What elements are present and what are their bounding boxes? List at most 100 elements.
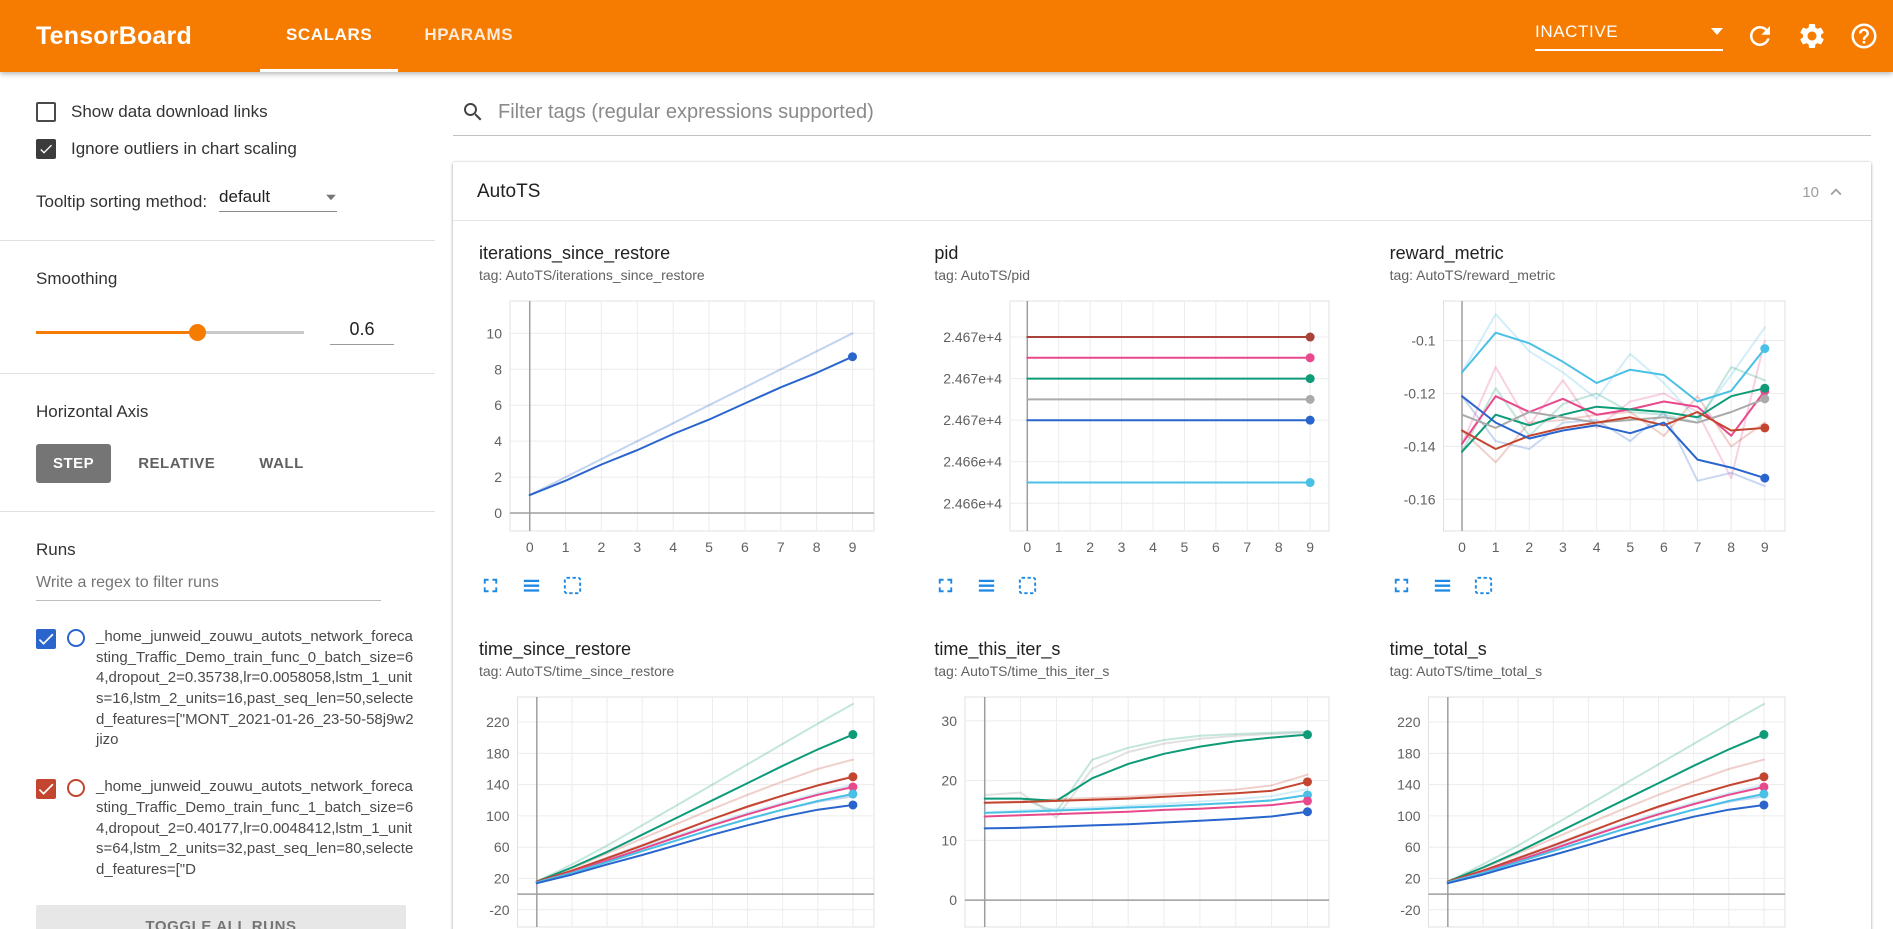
y-tick-label: 100 bbox=[1397, 808, 1421, 824]
settings-gear-icon[interactable] bbox=[1797, 21, 1827, 51]
run-radio[interactable] bbox=[67, 629, 85, 647]
series-endpoint-blue bbox=[1759, 800, 1769, 810]
x-tick-label: 5 bbox=[705, 539, 713, 555]
x-tick-label: 5 bbox=[1626, 539, 1634, 555]
fullscreen-icon[interactable] bbox=[479, 574, 502, 597]
y-tick-label: 2.466e+4 bbox=[944, 454, 1003, 470]
fit-domain-icon[interactable] bbox=[561, 574, 584, 597]
fit-domain-icon[interactable] bbox=[1016, 574, 1039, 597]
smoothing-slider[interactable] bbox=[36, 323, 304, 341]
y-tick-label: 2.467e+4 bbox=[944, 371, 1003, 387]
x-tick-label: 3 bbox=[1118, 539, 1126, 555]
series-gray-raw bbox=[984, 731, 1309, 819]
show-download-links-checkbox[interactable] bbox=[36, 102, 56, 122]
smoothing-value[interactable]: 0.6 bbox=[330, 319, 394, 345]
chart-title: time_this_iter_s bbox=[934, 639, 1061, 659]
y-tick-label: 0 bbox=[494, 505, 502, 521]
run-name[interactable]: _home_junweid_zouwu_autots_network_forec… bbox=[96, 628, 414, 749]
series-endpoint-pink bbox=[1759, 782, 1769, 792]
runs-list: _home_junweid_zouwu_autots_network_forec… bbox=[36, 627, 435, 881]
x-tick-label: 0 bbox=[526, 539, 534, 555]
series-blue-raw bbox=[1460, 395, 1766, 488]
series-green-raw bbox=[1446, 703, 1765, 883]
chart-canvas[interactable]: 01234567890102030 bbox=[934, 689, 1339, 929]
smoothing-slider-thumb[interactable] bbox=[188, 323, 206, 341]
status-dropdown[interactable]: INACTIVE bbox=[1535, 22, 1723, 51]
series-endpoint-blue bbox=[848, 800, 858, 810]
chevron-down-icon bbox=[1711, 28, 1723, 35]
series-endpoint-green bbox=[1303, 730, 1313, 740]
fullscreen-icon[interactable] bbox=[934, 574, 957, 597]
y-tick-label: 180 bbox=[486, 745, 510, 761]
run-name[interactable]: _home_junweid_zouwu_autots_network_forec… bbox=[96, 778, 414, 878]
chart-card-reward_metric: reward_metric tag: AutoTS/reward_metric 0 1… bbox=[1390, 243, 1845, 597]
series-blue bbox=[984, 810, 1309, 830]
y-tick-label: 220 bbox=[486, 714, 510, 730]
runs-filter-input[interactable] bbox=[36, 564, 381, 601]
chart-card-iterations_since_restore: iterations_since_restore tag: AutoTS/iter… bbox=[479, 243, 934, 597]
series-endpoint-green bbox=[1759, 730, 1769, 740]
refresh-icon[interactable] bbox=[1745, 21, 1775, 51]
series-red bbox=[1460, 411, 1766, 450]
tab-scalars[interactable]: SCALARS bbox=[259, 0, 399, 72]
toggle-all-runs-button[interactable]: TOGGLE ALL RUNS bbox=[36, 904, 406, 929]
status-dropdown-value: INACTIVE bbox=[1535, 21, 1619, 41]
run-checkbox[interactable] bbox=[36, 629, 56, 649]
filter-tags-input[interactable] bbox=[498, 100, 1867, 124]
divider bbox=[0, 511, 435, 512]
autots-group-header[interactable]: AutoTS 10 bbox=[453, 162, 1871, 221]
run-checkbox[interactable] bbox=[36, 779, 56, 800]
y-tick-label: 30 bbox=[942, 713, 958, 729]
series-cyan bbox=[984, 794, 1309, 814]
ignore-outliers-checkbox[interactable] bbox=[36, 139, 56, 159]
y-tick-label: -20 bbox=[1400, 902, 1420, 918]
run-item: _home_junweid_zouwu_autots_network_forec… bbox=[36, 777, 435, 880]
series-endpoint-run-cyan bbox=[1305, 478, 1315, 488]
run-radio[interactable] bbox=[67, 779, 85, 798]
divider bbox=[0, 373, 435, 374]
y-tick-label: 10 bbox=[486, 325, 502, 341]
chart-card-time_since_restore: time_since_restore tag: AutoTS/time_since… bbox=[479, 639, 934, 929]
x-tick-label: 3 bbox=[633, 539, 641, 555]
chart-title: time_since_restore bbox=[479, 639, 632, 659]
x-tick-label: 7 bbox=[1693, 539, 1701, 555]
series-endpoint-green bbox=[848, 730, 858, 740]
fit-domain-icon[interactable] bbox=[1472, 574, 1495, 597]
autots-group-card: AutoTS 10 iterations_since_restore tag: A… bbox=[453, 162, 1871, 929]
axis-step-button[interactable]: STEP bbox=[36, 444, 112, 483]
y-tick-label: 10 bbox=[942, 832, 958, 848]
runs-list-icon[interactable] bbox=[975, 574, 998, 597]
series-green bbox=[535, 733, 854, 883]
series-endpoint-run-gray bbox=[1305, 394, 1315, 404]
axis-relative-button[interactable]: RELATIVE bbox=[138, 455, 216, 472]
runs-list-icon[interactable] bbox=[520, 574, 543, 597]
tab-hparams[interactable]: HPARAMS bbox=[424, 24, 514, 44]
chart-canvas[interactable]: 0 1 2 3 4 5 6 7 8 9 2.467e+4 2.467e+4 2.467e+4 2.466e… bbox=[934, 293, 1339, 561]
series-cyan bbox=[1446, 793, 1765, 884]
horizontal-axis-label: Horizontal Axis bbox=[36, 402, 149, 421]
chart-card-time_this_iter_s: time_this_iter_s tag: AutoTS/time_this_it… bbox=[934, 639, 1389, 929]
fullscreen-icon[interactable] bbox=[1390, 574, 1413, 597]
y-tick-label: 8 bbox=[494, 361, 502, 377]
y-tick-label: 2 bbox=[494, 469, 502, 485]
chart-tag: tag: AutoTS/pid bbox=[934, 267, 1031, 283]
ignore-outliers-label: Ignore outliers in chart scaling bbox=[71, 139, 297, 158]
chart-tag: tag: AutoTS/time_this_iter_s bbox=[934, 663, 1110, 679]
chevron-up-icon[interactable] bbox=[1825, 181, 1847, 203]
chart-canvas[interactable]: 0 1 2 3 4 5 6 7 8 9 -0.1 -0.12 -0.14 -0.16 bbox=[1390, 293, 1795, 561]
axis-wall-button[interactable]: WALL bbox=[259, 455, 304, 472]
tooltip-sorting-select[interactable]: default bbox=[219, 187, 338, 212]
x-tick-label: 7 bbox=[1244, 539, 1252, 555]
series-cyan-raw bbox=[984, 788, 1309, 814]
y-tick-label: 6 bbox=[494, 397, 502, 413]
help-icon[interactable] bbox=[1849, 21, 1879, 51]
series-pink bbox=[535, 786, 854, 884]
series-endpoint-cyan bbox=[1759, 344, 1769, 354]
runs-list-icon[interactable] bbox=[1431, 574, 1454, 597]
chart-canvas[interactable]: 0 1 2 3 4 5 6 7 8 9 0 2 4 6 8 10 bbox=[479, 293, 884, 561]
y-tick-label: 100 bbox=[486, 808, 510, 824]
chart-toolbar bbox=[1390, 574, 1845, 597]
